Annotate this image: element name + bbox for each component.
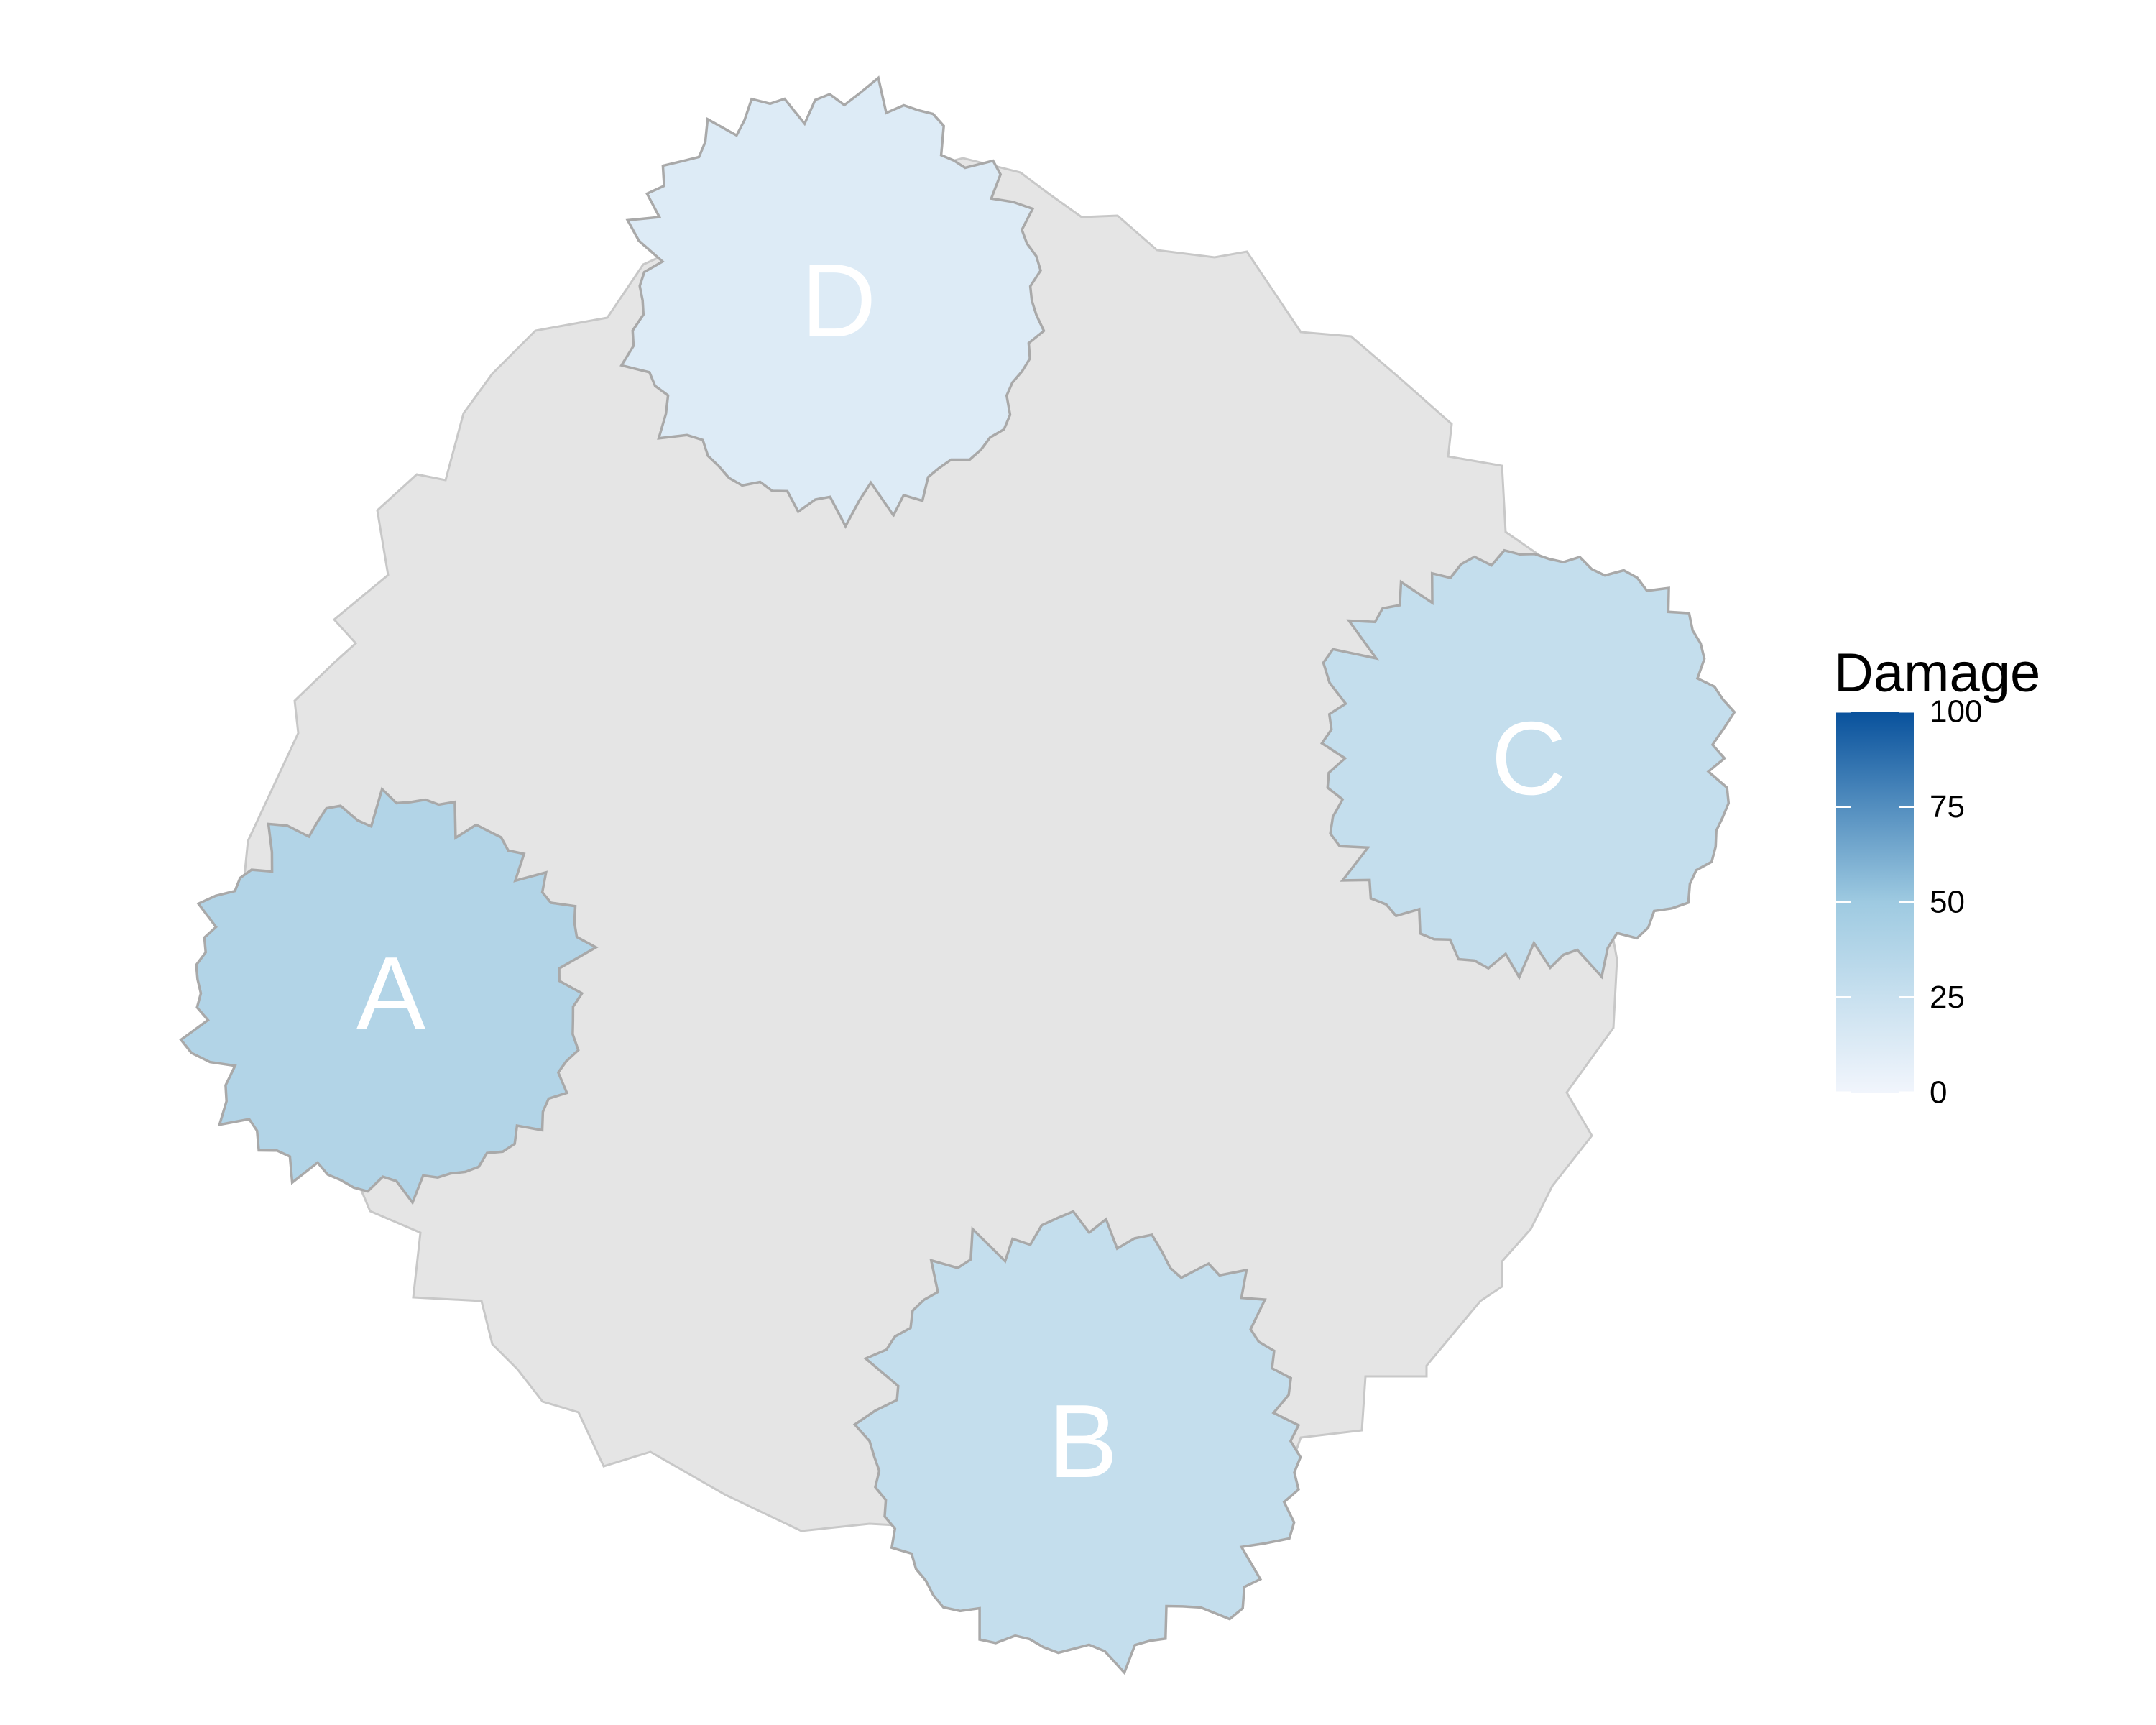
legend-tick-label: 25 (1930, 980, 1965, 1015)
zone-a-label: A (356, 935, 426, 1052)
zone-b: B (852, 1210, 1302, 1675)
zone-a-shape (179, 786, 599, 1205)
zone-c-label: C (1491, 700, 1567, 816)
zone-c-shape (1319, 548, 1736, 980)
legend-tick-label: 100 (1930, 694, 1982, 730)
legend-title: Damage (1834, 643, 2040, 704)
zone-d-label: D (801, 242, 877, 359)
zone-a: A (179, 786, 599, 1205)
zone-b-label: B (1049, 1383, 1118, 1499)
zone-c: C (1319, 548, 1736, 980)
zone-d-shape (619, 75, 1046, 529)
legend-tick-label: 0 (1930, 1075, 1947, 1110)
zone-b-shape (852, 1210, 1302, 1675)
legend-tick-label: 75 (1930, 789, 1965, 824)
legend-tick-label: 50 (1930, 885, 1965, 920)
zone-layer: A B C D (179, 75, 1736, 1675)
legend-ticks: 0 25 50 75 100 (1836, 694, 1982, 1110)
zone-d: D (619, 75, 1046, 529)
legend: Damage 0 25 50 75 100 (1834, 643, 2040, 1110)
